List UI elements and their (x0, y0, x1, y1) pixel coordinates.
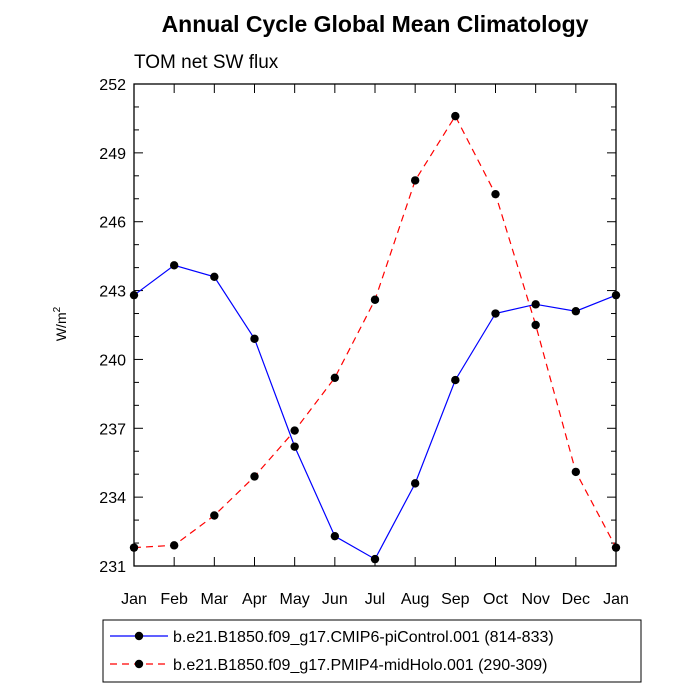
y-tick-label: 249 (99, 146, 126, 163)
plot-area: 231 234 237 240 243 246 249 252 Jan Feb Mar Apr May J… (99, 77, 629, 608)
series-2-point (169, 541, 179, 550)
series-2-point (370, 295, 380, 304)
series-1-point (330, 531, 340, 541)
series-1-point (250, 334, 259, 343)
series-1-point (169, 261, 179, 270)
series-2-point (410, 176, 420, 185)
y-axis-label-superscript: 2 (52, 306, 63, 312)
x-tick-label: Aug (401, 591, 429, 608)
series-2-point (451, 111, 460, 121)
series-line-1 (133, 264, 617, 560)
series-2-point (330, 373, 340, 382)
x-tick-label: Apr (242, 591, 268, 608)
x-tick-label: Mar (201, 591, 229, 608)
series-2-point (491, 189, 500, 199)
x-tick-label: Jul (365, 591, 385, 608)
legend-marker-1 (134, 631, 144, 641)
legend-box (102, 619, 642, 683)
series-1-point (451, 375, 460, 385)
y-tick-label: 240 (99, 352, 126, 369)
x-tick-label: Jun (322, 591, 348, 608)
x-tick-label: May (280, 591, 310, 608)
legend-label-2: b.e21.B1850.f09_g17.PMIP4-midHolo.001 (2… (173, 657, 547, 674)
y-axis-label-unit: W/m (53, 312, 69, 341)
series-2-point (210, 511, 219, 520)
x-tick-label: Feb (160, 591, 188, 608)
series-1-point (410, 479, 420, 488)
chart-subtitle: TOM net SW flux (134, 52, 279, 73)
y-tick-label: 231 (99, 559, 126, 576)
y-tick-label: 246 (99, 215, 126, 232)
x-tick-label: Jan (603, 591, 629, 608)
series-1-point (210, 272, 219, 281)
y-tick-label: 234 (99, 490, 126, 507)
x-tick-label: Nov (521, 591, 549, 608)
x-tick-label: Dec (562, 591, 590, 608)
series-line-2 (133, 114, 617, 549)
series-1-point (611, 290, 621, 300)
series-1-point (370, 554, 380, 564)
y-axis-label: W/m2 (52, 306, 69, 341)
plot-frame (133, 83, 617, 567)
series-2-point (250, 472, 259, 481)
y-tick-label: 252 (99, 77, 126, 94)
series-2-point (290, 426, 299, 435)
y-tick-label: 237 (99, 421, 126, 438)
x-tick-label: Jan (121, 591, 147, 608)
y-tick-label: 243 (99, 284, 126, 301)
series-1-point (290, 442, 299, 451)
legend: b.e21.B1850.f09_g17.CMIP6-piControl.001 … (102, 619, 642, 683)
series-1-point (571, 307, 581, 316)
series-2-point (611, 543, 621, 552)
series-1-point (491, 309, 500, 318)
series-1-point (129, 290, 139, 300)
series-2-point (531, 320, 540, 330)
x-tick-label: Oct (483, 591, 508, 608)
chart-title: Annual Cycle Global Mean Climatology (162, 11, 589, 37)
legend-marker-2 (134, 659, 144, 669)
series-2-point (129, 543, 139, 552)
series-2-point (571, 467, 581, 477)
x-tick-label: Sep (441, 591, 470, 608)
legend-label-1: b.e21.B1850.f09_g17.CMIP6-piControl.001 … (173, 629, 554, 646)
series-1-point (531, 300, 540, 309)
